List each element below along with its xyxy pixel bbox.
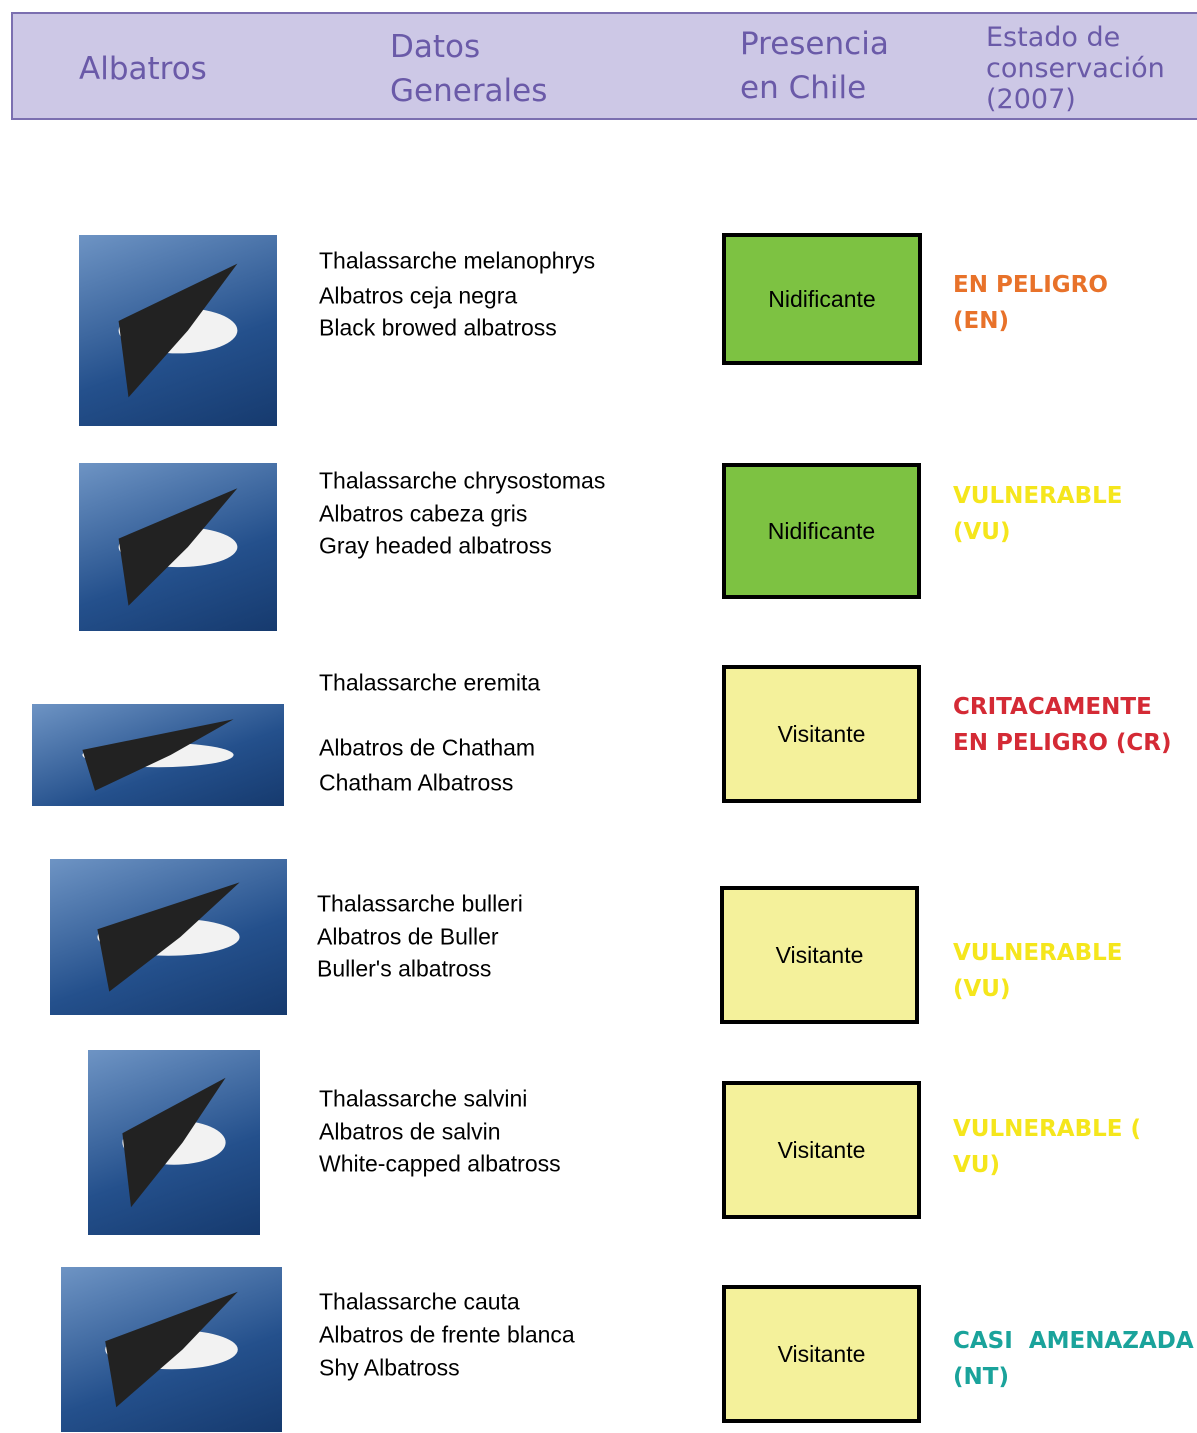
species-name: Buller's albatross	[317, 955, 492, 982]
species-name: Albatros de Buller	[317, 923, 499, 950]
bird	[122, 1077, 226, 1208]
conservation-status: CASI AMENAZADA	[953, 1328, 1194, 1354]
bird	[82, 719, 234, 791]
header-label: Presencia	[740, 26, 889, 62]
conservation-status: (EN)	[953, 308, 1009, 334]
header-label: Datos	[390, 29, 481, 65]
header-label: Generales	[390, 73, 548, 109]
header-label: Estado de	[986, 22, 1121, 53]
conservation-status: VULNERABLE	[953, 483, 1123, 509]
bird-photo	[50, 859, 287, 1015]
bird	[97, 882, 240, 992]
presence-box: Nidificante	[722, 233, 922, 365]
species-name: Albatros cabeza gris	[319, 500, 528, 527]
species-name: Gray headed albatross	[319, 532, 552, 559]
species-name: Thalassarche eremita	[319, 669, 541, 696]
conservation-status: VULNERABLE (	[953, 1116, 1142, 1142]
conservation-status: (NT)	[953, 1364, 1009, 1390]
species-name: Shy Albatross	[319, 1354, 460, 1381]
species-name: Thalassarche melanophrys	[319, 247, 596, 274]
species-name: Thalassarche cauta	[319, 1288, 520, 1315]
bird-photo	[79, 463, 277, 631]
bird	[118, 488, 238, 606]
conservation-status: CRITACAMENTE	[953, 694, 1152, 720]
species-name: Albatros de frente blanca	[319, 1321, 575, 1348]
bird-photo	[88, 1050, 260, 1235]
presence-box: Nidificante	[722, 463, 921, 599]
header-label: Albatros	[79, 51, 207, 87]
conservation-status: EN PELIGRO (CR)	[953, 730, 1172, 756]
bird	[105, 1291, 238, 1408]
species-name: White-capped albatross	[319, 1150, 561, 1177]
bird-photo	[32, 704, 284, 806]
species-name: Black browed albatross	[319, 314, 557, 341]
conservation-status: (VU)	[953, 519, 1011, 545]
presence-box: Visitante	[722, 1081, 921, 1219]
header-label: conservación	[986, 53, 1165, 84]
conservation-status: VU)	[953, 1152, 1000, 1178]
species-name: Thalassarche salvini	[319, 1085, 528, 1112]
header-label: (2007)	[986, 84, 1076, 115]
species-name: Albatros de Chatham	[319, 734, 536, 761]
presence-box: Visitante	[722, 1285, 921, 1423]
header-bar	[11, 12, 1197, 120]
presence-box: Visitante	[720, 886, 919, 1024]
header-label: en Chile	[740, 70, 867, 106]
species-name: Albatros ceja negra	[319, 282, 518, 309]
presence-box: Visitante	[722, 665, 921, 803]
bird-photo	[61, 1267, 282, 1432]
species-name: Thalassarche bulleri	[317, 890, 523, 917]
species-name: Chatham Albatross	[319, 769, 514, 796]
species-name: Albatros de salvin	[319, 1118, 501, 1145]
conservation-status: EN PELIGRO	[953, 272, 1108, 298]
conservation-status: VULNERABLE	[953, 940, 1123, 966]
species-name: Thalassarche chrysostomas	[319, 467, 606, 494]
bird	[118, 263, 238, 398]
bird-photo	[79, 235, 277, 426]
conservation-status: (VU)	[953, 976, 1011, 1002]
